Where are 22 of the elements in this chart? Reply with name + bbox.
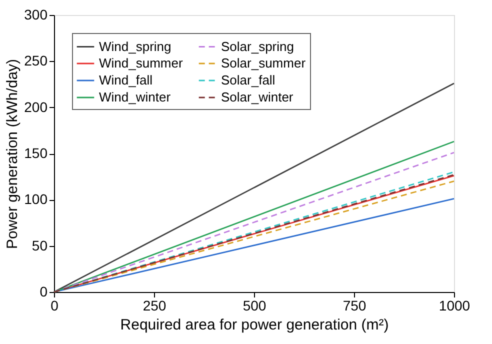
legend-label: Wind_winter — [99, 90, 172, 104]
legend-label: Wind_spring — [99, 38, 172, 54]
y-tick-label: 50 — [32, 237, 48, 254]
y-tick-label: 250 — [24, 52, 48, 69]
y-axis-title: Power generation (kWh/day) — [4, 58, 22, 250]
y-tick-label: 150 — [24, 145, 48, 161]
x-tick-label: 500 — [242, 298, 266, 314]
legend-label: Solar_fall — [221, 72, 276, 88]
x-tick-label: 0 — [50, 298, 59, 314]
legend-label: Wind_summer — [99, 56, 184, 70]
y-tick-label: 100 — [24, 191, 48, 208]
y-tick-label: 300 — [24, 6, 48, 22]
legend-label: Solar_summer — [221, 56, 306, 70]
y-tick-label: 200 — [24, 98, 48, 115]
x-tick-label: 250 — [142, 298, 166, 314]
x-tick-label: 750 — [342, 298, 366, 314]
x-axis-title: Required area for power generation (m²) — [120, 316, 389, 334]
legend-label: Solar_winter — [221, 90, 294, 104]
legend-label: Solar_spring — [221, 38, 294, 54]
x-tick-label: 1000 — [438, 298, 470, 314]
y-tick-label: 0 — [40, 284, 48, 300]
legend-label: Wind_fall — [99, 72, 153, 88]
